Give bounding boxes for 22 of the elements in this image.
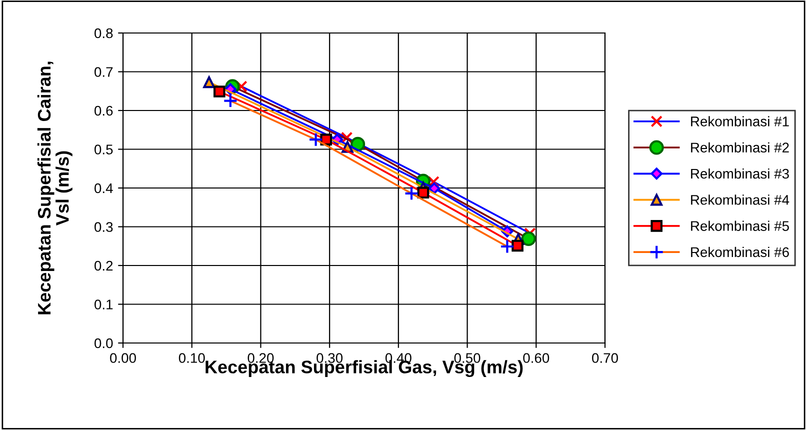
x-tick-label: 0.20 [248, 353, 274, 363]
x-tick-label: 0.70 [592, 353, 618, 363]
x-tick-label: 0.10 [178, 353, 205, 363]
y-tick-label: 0.6 [94, 106, 113, 116]
y-tick-label: 0.2 [94, 260, 113, 271]
y-tick-label: 0.1 [94, 300, 113, 310]
y-tick-label: 0.3 [94, 222, 113, 232]
legend-label: Rekombinasi #4 [691, 194, 790, 205]
y-tick-label: 0.4 [94, 183, 113, 194]
y-axis-title: Kecepatan Superfisial Cairan, Vsl (m/s) [37, 62, 72, 314]
legend-label: Rekombinasi #2 [691, 142, 789, 153]
y-tick-label: 0.0 [94, 338, 113, 348]
legend-label: Rekombinasi #5 [691, 220, 789, 231]
legend-label: Rekombinasi #3 [691, 168, 789, 179]
legend-label: Rekombinasi #6 [691, 246, 789, 258]
x-tick-label: 0.50 [454, 353, 480, 363]
x-tick-label: 0.60 [523, 353, 550, 363]
legend-label: Rekombinasi #1 [691, 116, 789, 126]
y-tick-label: 0.7 [94, 67, 113, 77]
y-tick-label: 0.8 [94, 28, 113, 38]
x-tick-label: 0.00 [110, 353, 136, 363]
y-tick-label: 0.5 [94, 144, 113, 154]
